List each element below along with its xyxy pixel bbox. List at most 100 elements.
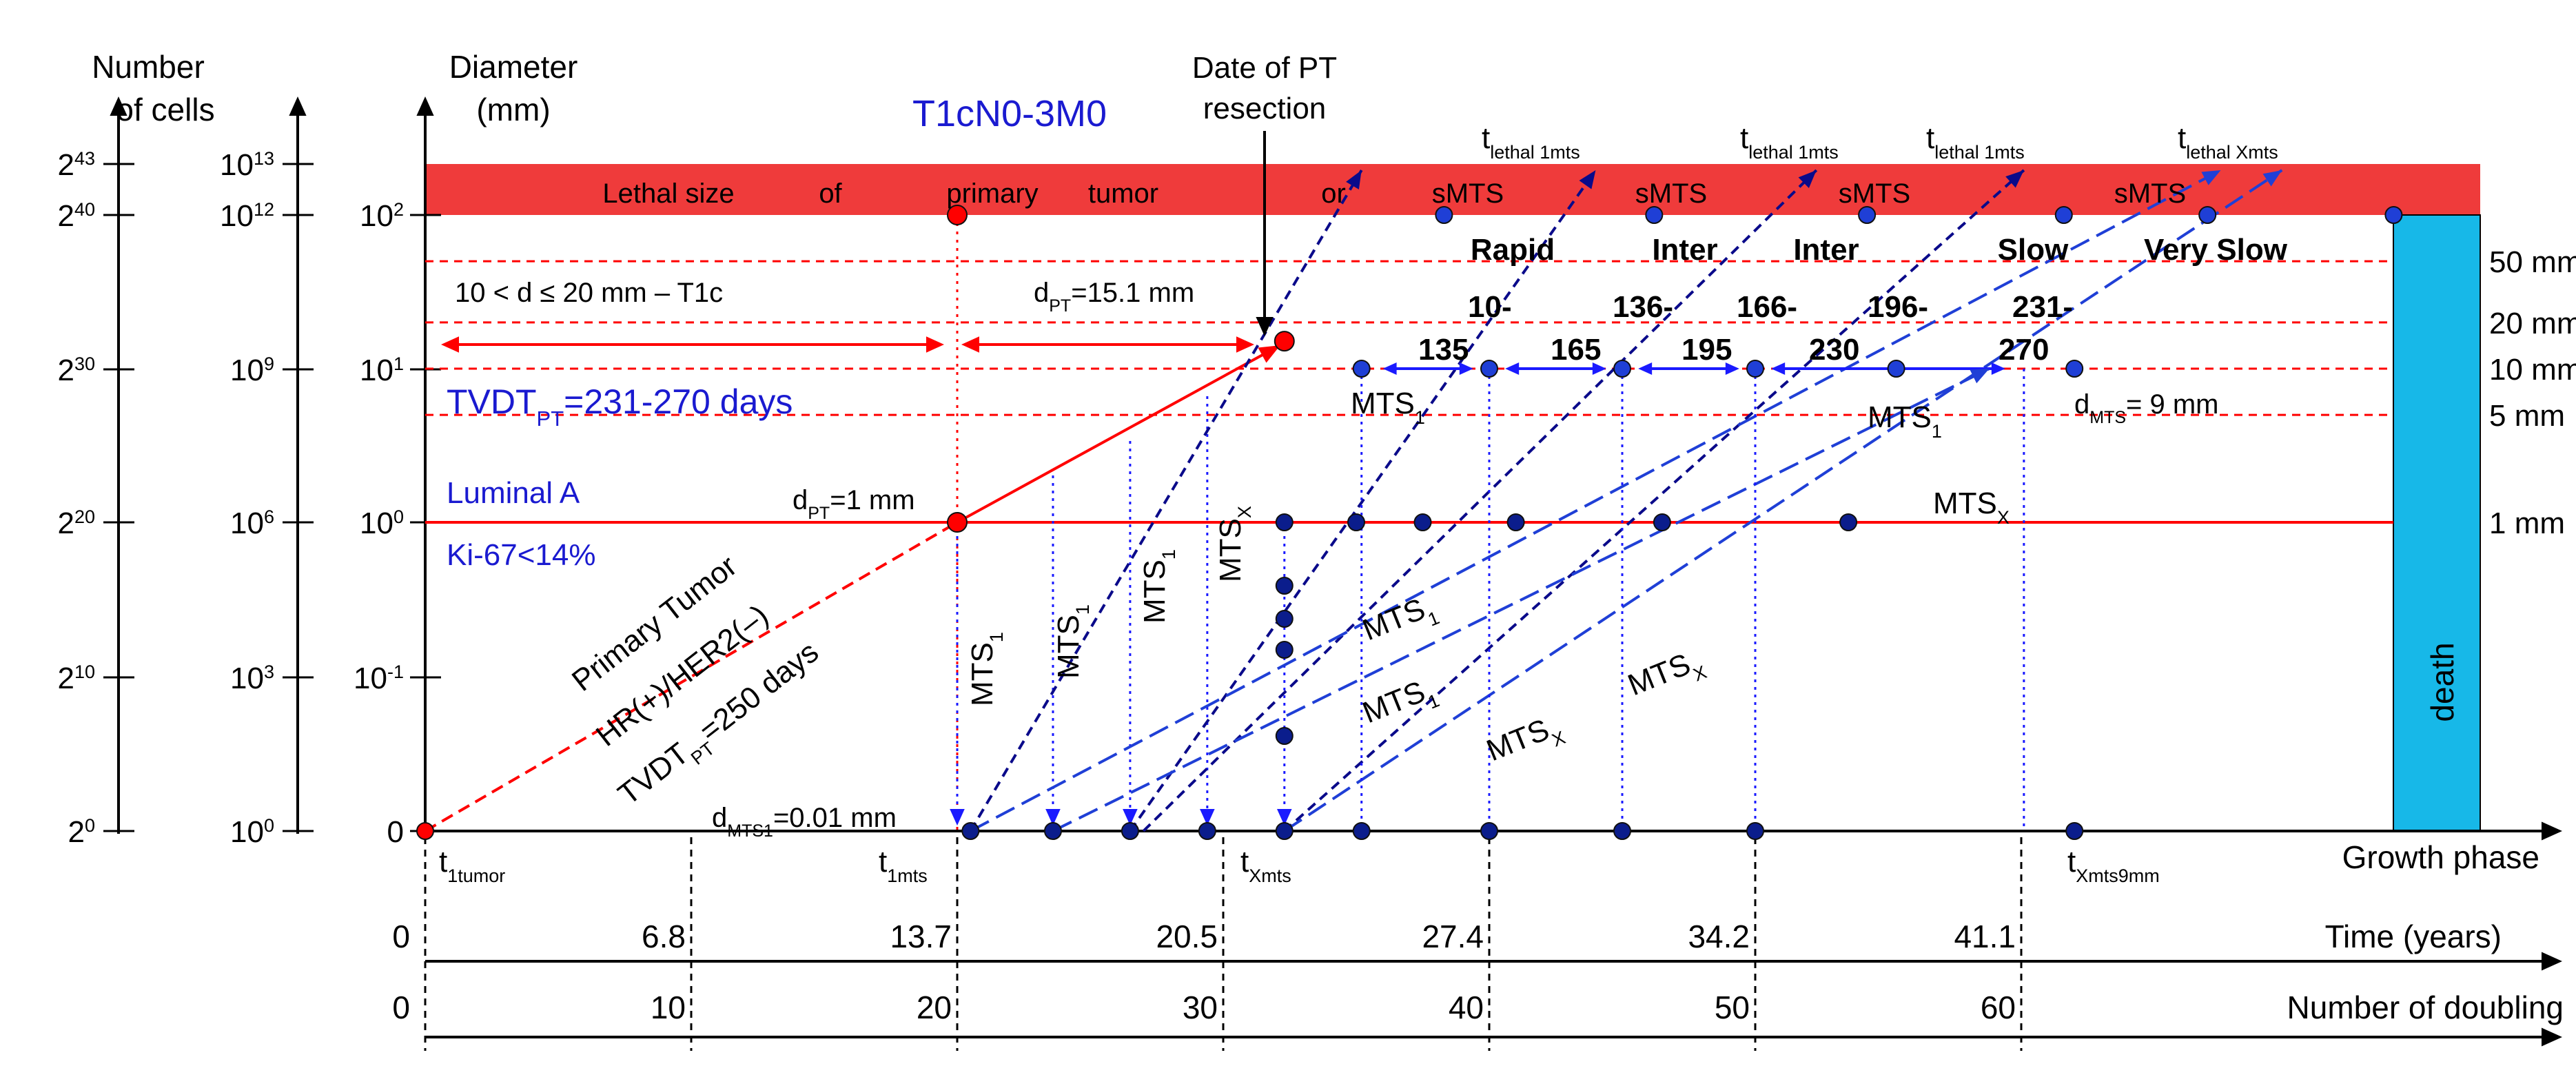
annotation-dpt-1: dPT=1 mm	[793, 485, 915, 523]
tvdt-range-bottom: 165	[1551, 333, 1601, 367]
mts-point-31	[2384, 206, 2403, 224]
mts-steep-3	[1283, 169, 2025, 832]
dpt-arrow-left	[961, 336, 979, 353]
lethal-band-text: Lethal size	[602, 178, 734, 209]
time-marker-label: tXmts	[1240, 845, 1291, 886]
annotation-luminal: Luminal A	[447, 476, 580, 510]
lethal-time-label: tlethal Xmts	[2178, 121, 2278, 163]
tvdt-range-top: 10-	[1468, 290, 1512, 324]
mts-label: MTS1	[1358, 670, 1442, 737]
mts-point-0	[961, 822, 980, 840]
lethal-band-text: tumor	[1088, 178, 1158, 209]
tvdt-band-left-0	[1382, 362, 1397, 375]
primary-tumor-dashed-growth	[424, 521, 959, 832]
lethal-band-text: or	[1321, 178, 1346, 209]
annotation-date-pt-1: Date of PT	[1192, 51, 1337, 85]
time-marker-label: t1mts	[879, 845, 928, 886]
tvdt-band-left-2	[1638, 362, 1653, 375]
mts-shallow-arrow-1	[1970, 369, 1990, 384]
mts-point-25	[2065, 360, 2084, 378]
doubling-tick-label: 50	[1715, 990, 1750, 1025]
tick-label-diameter: 102	[360, 199, 404, 233]
mts-point-29	[2054, 206, 2073, 224]
x-axis-time-arrow	[2542, 952, 2562, 971]
mts-label: MTSX	[1933, 486, 2010, 528]
time-tick-label: 13.7	[890, 919, 952, 954]
axis-title-mm: (mm)	[476, 92, 550, 127]
tvdt-range-top: 231-	[2012, 290, 2073, 324]
tvdt-band-right-3	[1991, 362, 2005, 375]
primary-tumor-solid-growth	[957, 345, 1278, 524]
mts-point-23	[1746, 360, 1764, 378]
tick-label-diameter: 100	[360, 506, 404, 540]
mts-point-27	[1645, 206, 1664, 224]
time-tick-label: 41.1	[1954, 919, 2016, 954]
tvdt-range-bottom: 230	[1809, 333, 1859, 367]
mts-point-15	[1839, 513, 1858, 531]
lethal-band-text: sMTS	[2114, 178, 2186, 209]
tvdt-range-top: 196-	[1868, 290, 1928, 324]
mts-point-3	[1198, 822, 1216, 840]
mts-steep-arrow-2	[1798, 170, 1817, 189]
lethal-time-label: tlethal 1mts	[1740, 121, 1839, 163]
growth-category-label: Inter	[1652, 233, 1717, 267]
tvdt-range-bottom: 135	[1418, 333, 1469, 367]
time-tick-label: 27.4	[1422, 919, 1484, 954]
tick-label-cells: 100	[230, 815, 274, 849]
mts-point-10	[1275, 513, 1294, 531]
mts-point-30	[2198, 206, 2217, 224]
death-label: death	[2424, 642, 2460, 721]
mts-point-20	[1352, 360, 1371, 378]
mts-point-26	[1435, 206, 1453, 224]
primary-tumor-arrowhead	[1258, 345, 1280, 363]
tick-label-cells: 103	[230, 662, 274, 695]
mts-shallow-1	[1052, 367, 1990, 832]
mts-shallow-arrow-0	[2201, 170, 2221, 185]
tick-label-cells: 109	[230, 353, 274, 387]
point-dpt-15mm	[1274, 331, 1295, 352]
growth-category-label: Slow	[1998, 233, 2069, 267]
tick-label-exp: 220	[57, 506, 95, 540]
time-tick-label: 20.5	[1156, 919, 1218, 954]
tvdt-band-right-0	[1459, 362, 1473, 375]
tvdt-band-left-1	[1505, 362, 1520, 375]
growth-category-label: Very Slow	[2144, 233, 2288, 267]
x-axis-label-time: Time (years)	[2325, 919, 2502, 954]
seed-mid-arrow	[1200, 809, 1215, 826]
lethal-time-label: tlethal 1mts	[1482, 121, 1580, 163]
tick-label-diameter: 10-1	[354, 662, 404, 695]
lethal-band-text: of	[819, 178, 842, 209]
mts-point-7	[1613, 822, 1631, 840]
mts-label: MTSX	[1623, 642, 1709, 709]
growth-category-label: Rapid	[1471, 233, 1555, 267]
mts-point-17	[1275, 610, 1294, 628]
doubling-tick-label: 0	[392, 990, 410, 1025]
mts-steep-0	[969, 169, 1363, 832]
mts-point-1	[1043, 822, 1062, 840]
annotation-tvdt-pt: TVDTPT=231-270 days	[447, 382, 793, 431]
doubling-tick-label: 60	[1981, 990, 2016, 1025]
mts-point-13	[1506, 513, 1525, 531]
annotation-dmts: dMTS= 9 mm	[2074, 389, 2219, 427]
mts-point-5	[1352, 822, 1371, 840]
tick-label-exp: 20	[68, 815, 95, 849]
x-axis-doubling-arrow	[2542, 1027, 2562, 1047]
y-axis-arrow-0	[110, 96, 127, 116]
mts-point-24	[1887, 360, 1905, 378]
mts-point-22	[1613, 360, 1631, 378]
mts-shallow-2	[1283, 169, 2283, 832]
mts-label: MTS1	[1138, 549, 1179, 624]
mts-steep-arrow-3	[2005, 170, 2024, 188]
mts-label: MTS1	[1868, 400, 1942, 442]
mts-steep-arrow-0	[1346, 170, 1362, 189]
annotation-date-pt-2: resection	[1203, 92, 1327, 125]
t1c-arrow-right	[926, 336, 944, 353]
lethal-band-text: sMTS	[1635, 178, 1707, 209]
chart-title: T1cN0-3M0	[912, 93, 1107, 134]
x-axis-growth-arrow	[2542, 821, 2562, 841]
axis-title-of-cells: of cells	[116, 92, 214, 127]
mts-point-9	[2065, 822, 2084, 840]
mts-label: MTSX	[1214, 506, 1255, 582]
tick-label-diameter: 101	[360, 353, 404, 387]
point-lethal-primary	[947, 205, 968, 225]
